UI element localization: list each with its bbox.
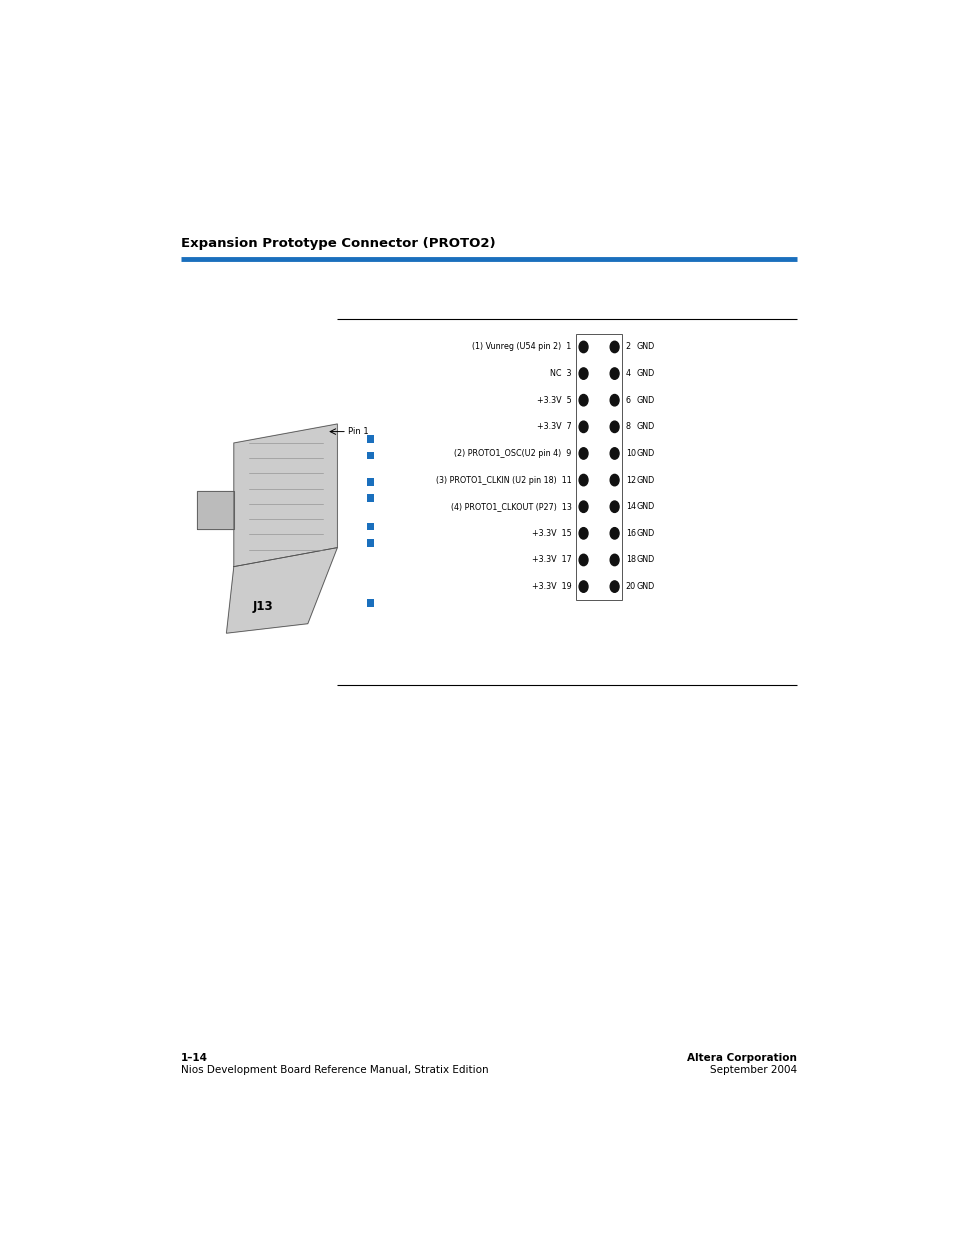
Text: NC  3: NC 3 xyxy=(550,369,571,378)
Text: J13: J13 xyxy=(253,600,274,613)
Text: GND: GND xyxy=(637,529,655,537)
Text: (4) PROTO1_CLKOUT (P27)  13: (4) PROTO1_CLKOUT (P27) 13 xyxy=(451,503,571,511)
Text: (1) Vunreg (U54 pin 2)  1: (1) Vunreg (U54 pin 2) 1 xyxy=(472,342,571,352)
Text: Expansion Prototype Connector (PROTO2): Expansion Prototype Connector (PROTO2) xyxy=(180,237,495,249)
Circle shape xyxy=(578,474,587,485)
Circle shape xyxy=(578,555,587,566)
Bar xyxy=(367,538,374,547)
Text: 1–14: 1–14 xyxy=(180,1053,208,1063)
Text: September 2004: September 2004 xyxy=(709,1066,797,1076)
Bar xyxy=(367,478,374,485)
Text: +3.3V  5: +3.3V 5 xyxy=(537,395,571,405)
Bar xyxy=(367,599,374,606)
Circle shape xyxy=(610,580,618,593)
Bar xyxy=(576,333,621,600)
Circle shape xyxy=(610,501,618,513)
Circle shape xyxy=(610,448,618,459)
Text: 16: 16 xyxy=(625,529,635,537)
Text: +3.3V  17: +3.3V 17 xyxy=(532,556,571,564)
Polygon shape xyxy=(196,490,233,529)
Text: GND: GND xyxy=(637,475,655,484)
Text: 14: 14 xyxy=(625,503,635,511)
Text: 2: 2 xyxy=(625,342,630,352)
Text: +3.3V  15: +3.3V 15 xyxy=(532,529,571,537)
Circle shape xyxy=(578,448,587,459)
Text: Altera Corporation: Altera Corporation xyxy=(687,1053,797,1063)
Text: GND: GND xyxy=(637,369,655,378)
Text: Pin 1: Pin 1 xyxy=(348,427,369,436)
Text: GND: GND xyxy=(637,395,655,405)
Circle shape xyxy=(578,527,587,538)
Text: GND: GND xyxy=(637,422,655,431)
Text: Nios Development Board Reference Manual, Stratix Edition: Nios Development Board Reference Manual,… xyxy=(180,1066,488,1076)
Text: GND: GND xyxy=(637,342,655,352)
Text: 6: 6 xyxy=(625,395,630,405)
Text: 12: 12 xyxy=(625,475,635,484)
Text: GND: GND xyxy=(637,503,655,511)
Circle shape xyxy=(610,474,618,485)
Polygon shape xyxy=(226,547,337,634)
Text: (2) PROTO1_OSC(U2 pin 4)  9: (2) PROTO1_OSC(U2 pin 4) 9 xyxy=(454,450,571,458)
Bar xyxy=(367,452,374,459)
Text: (3) PROTO1_CLKIN (U2 pin 18)  11: (3) PROTO1_CLKIN (U2 pin 18) 11 xyxy=(436,475,571,484)
Circle shape xyxy=(578,580,587,593)
Text: +3.3V  19: +3.3V 19 xyxy=(532,582,571,592)
Bar xyxy=(367,494,374,501)
Circle shape xyxy=(578,421,587,432)
Circle shape xyxy=(578,501,587,513)
Polygon shape xyxy=(233,424,337,567)
Text: +3.3V  7: +3.3V 7 xyxy=(537,422,571,431)
Circle shape xyxy=(610,341,618,353)
Bar xyxy=(367,522,374,531)
Text: 8: 8 xyxy=(625,422,630,431)
Circle shape xyxy=(578,368,587,379)
Circle shape xyxy=(610,527,618,538)
Text: 18: 18 xyxy=(625,556,635,564)
Circle shape xyxy=(610,368,618,379)
Bar xyxy=(367,436,374,443)
Circle shape xyxy=(578,394,587,406)
Circle shape xyxy=(578,341,587,353)
Text: GND: GND xyxy=(637,582,655,592)
Circle shape xyxy=(610,394,618,406)
Text: GND: GND xyxy=(637,556,655,564)
Text: 20: 20 xyxy=(625,582,635,592)
Text: 10: 10 xyxy=(625,450,635,458)
Circle shape xyxy=(610,421,618,432)
Circle shape xyxy=(610,555,618,566)
Text: 4: 4 xyxy=(625,369,630,378)
Text: GND: GND xyxy=(637,450,655,458)
